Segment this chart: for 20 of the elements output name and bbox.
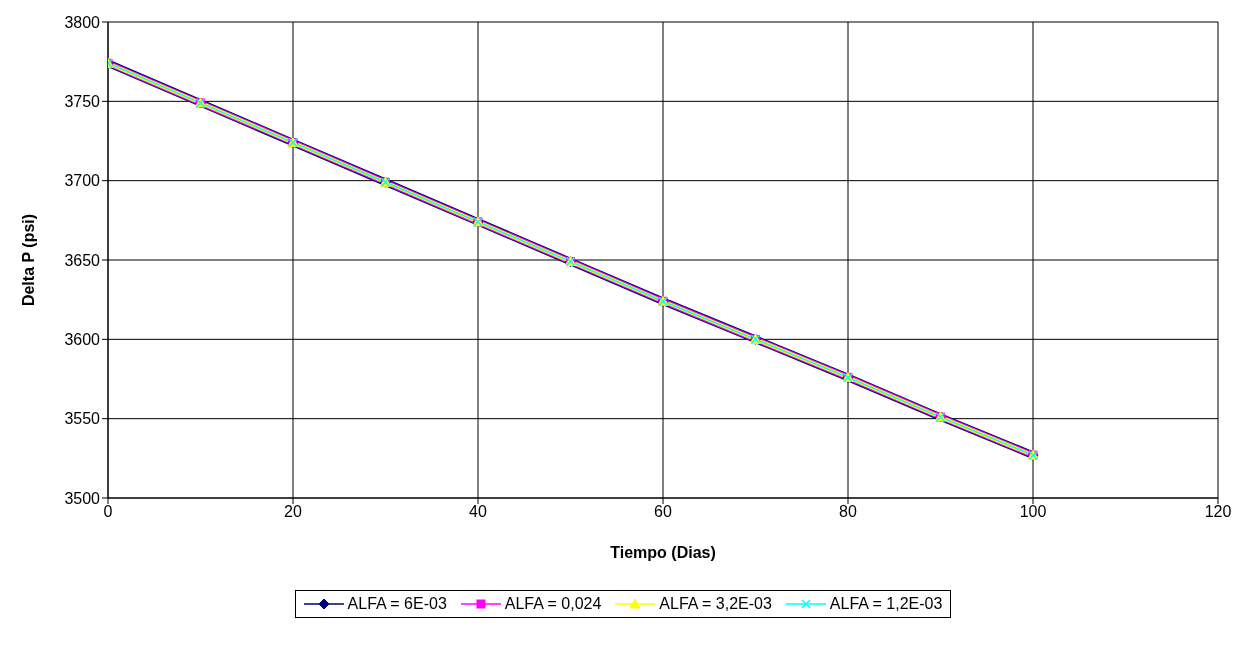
- x-tick-label: 20: [284, 503, 302, 521]
- y-axis-title: Delta P (psi): [19, 213, 37, 307]
- legend-label: ALFA = 3,2E-03: [659, 595, 772, 613]
- x-tick-label: 0: [103, 503, 113, 521]
- y-tick-label: 3550: [64, 410, 101, 428]
- x-tick-label: 100: [1019, 503, 1047, 521]
- y-tick-label: 3800: [64, 13, 101, 31]
- x-axis-title: Tiempo (Dias): [610, 544, 716, 561]
- x-tick-label: 40: [469, 503, 487, 521]
- x-tick-label: 120: [1204, 503, 1232, 521]
- y-tick-label: 3700: [64, 172, 101, 190]
- x-tick-label: 60: [654, 503, 672, 521]
- x-tick-label: 80: [839, 503, 857, 521]
- y-tick-label: 3750: [64, 93, 101, 111]
- legend-label: ALFA = 6E-03: [347, 595, 447, 613]
- y-tick-label: 3600: [64, 331, 101, 349]
- y-tick-label: 3500: [64, 489, 101, 507]
- y-tick-label: 3650: [64, 251, 101, 269]
- legend-label: ALFA = 1,2E-03: [829, 595, 943, 613]
- legend-label: ALFA = 0,024: [504, 595, 602, 613]
